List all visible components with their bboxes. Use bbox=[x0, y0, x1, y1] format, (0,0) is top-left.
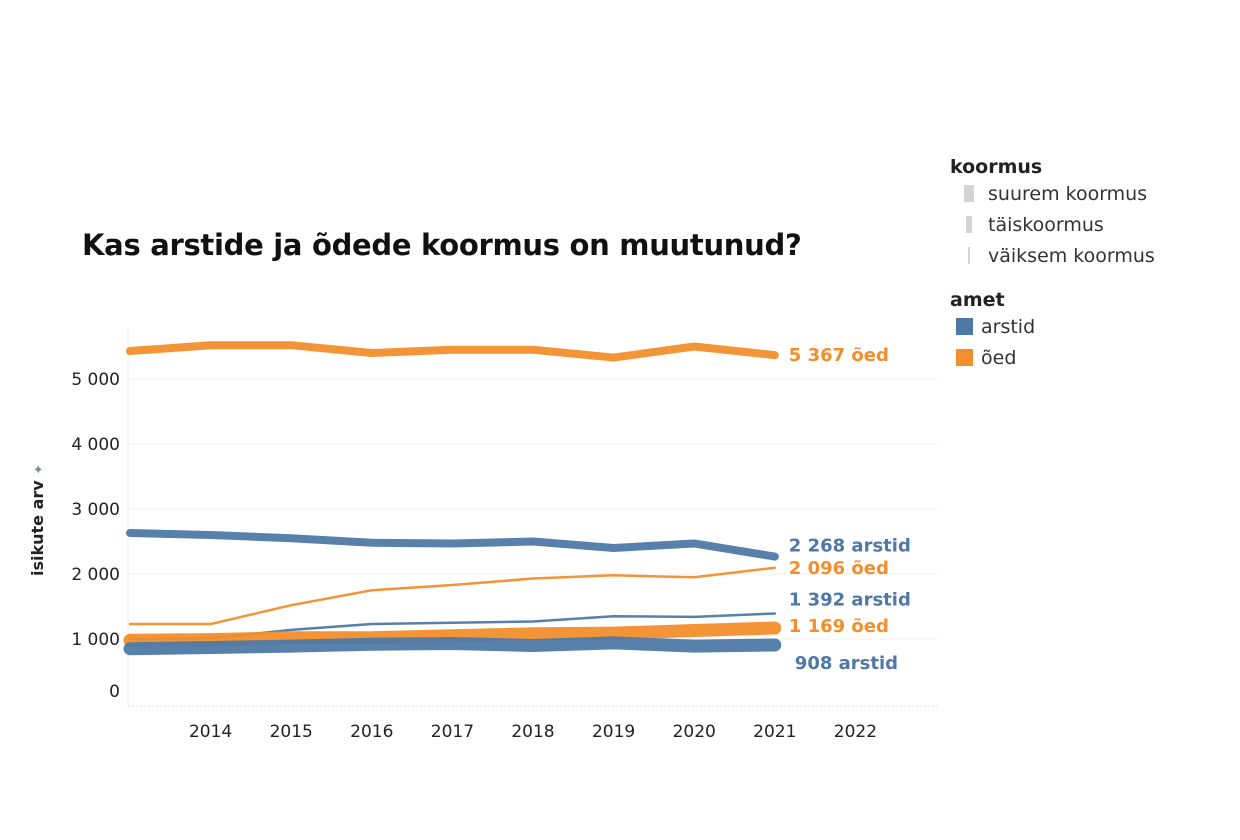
y-tick-label: 0 bbox=[109, 682, 120, 702]
data-label: 5 367 õed bbox=[789, 345, 889, 366]
line-width-swatch bbox=[968, 247, 970, 264]
legend-item[interactable]: väiksem koormus bbox=[950, 240, 1155, 271]
series-line bbox=[126, 341, 779, 362]
line-width-swatch bbox=[966, 216, 972, 233]
x-tick-label: 2022 bbox=[834, 722, 877, 742]
x-tick-label: 2014 bbox=[189, 722, 232, 742]
y-tick-label: 2 000 bbox=[71, 565, 120, 585]
legend-label: täiskoormus bbox=[988, 213, 1104, 236]
x-tick-label: 2020 bbox=[673, 722, 716, 742]
data-label: 2 096 õed bbox=[789, 558, 889, 579]
legend-item[interactable]: täiskoormus bbox=[950, 209, 1155, 240]
legend-label: väiksem koormus bbox=[988, 244, 1155, 267]
series-line bbox=[123, 621, 782, 647]
legend-title-koormus: koormus bbox=[950, 156, 1043, 178]
data-label: 2 268 arstid bbox=[789, 536, 911, 557]
y-tick-label: 4 000 bbox=[71, 435, 120, 455]
legend-koormus: koormus suurem koormus täiskoormus väiks… bbox=[950, 156, 1155, 271]
series-line bbox=[123, 636, 782, 656]
series-line bbox=[128, 566, 777, 626]
legend-label: õed bbox=[981, 346, 1017, 369]
series-line bbox=[126, 529, 779, 561]
line-width-swatch bbox=[964, 185, 974, 202]
legend-label: suurem koormus bbox=[988, 182, 1148, 205]
color-swatch bbox=[956, 318, 973, 335]
chart-title: Kas arstide ja õdede koormus on muutunud… bbox=[82, 228, 802, 262]
legend-item[interactable]: suurem koormus bbox=[950, 178, 1155, 209]
y-tick-label: 1 000 bbox=[71, 630, 120, 650]
x-tick-label: 2021 bbox=[753, 722, 796, 742]
legend-label: arstid bbox=[981, 315, 1036, 338]
legend-amet: amet arstid õed bbox=[950, 289, 1035, 373]
x-tick-label: 2019 bbox=[592, 722, 635, 742]
y-tick-label: 5 000 bbox=[71, 370, 120, 390]
data-label: 1 169 õed bbox=[789, 616, 889, 637]
x-tick-label: 2018 bbox=[511, 722, 554, 742]
x-tick-label: 2017 bbox=[431, 722, 474, 742]
data-label: 1 392 arstid bbox=[789, 590, 911, 611]
data-label: 908 arstid bbox=[795, 653, 898, 674]
x-tick-label: 2016 bbox=[350, 722, 393, 742]
legend-item-arstid[interactable]: arstid bbox=[950, 311, 1035, 342]
legend-title-amet: amet bbox=[950, 289, 1005, 311]
color-swatch bbox=[956, 349, 973, 366]
legend-item-oed[interactable]: õed bbox=[950, 342, 1035, 373]
x-tick-label: 2015 bbox=[270, 722, 313, 742]
y-tick-label: 3 000 bbox=[71, 500, 120, 520]
